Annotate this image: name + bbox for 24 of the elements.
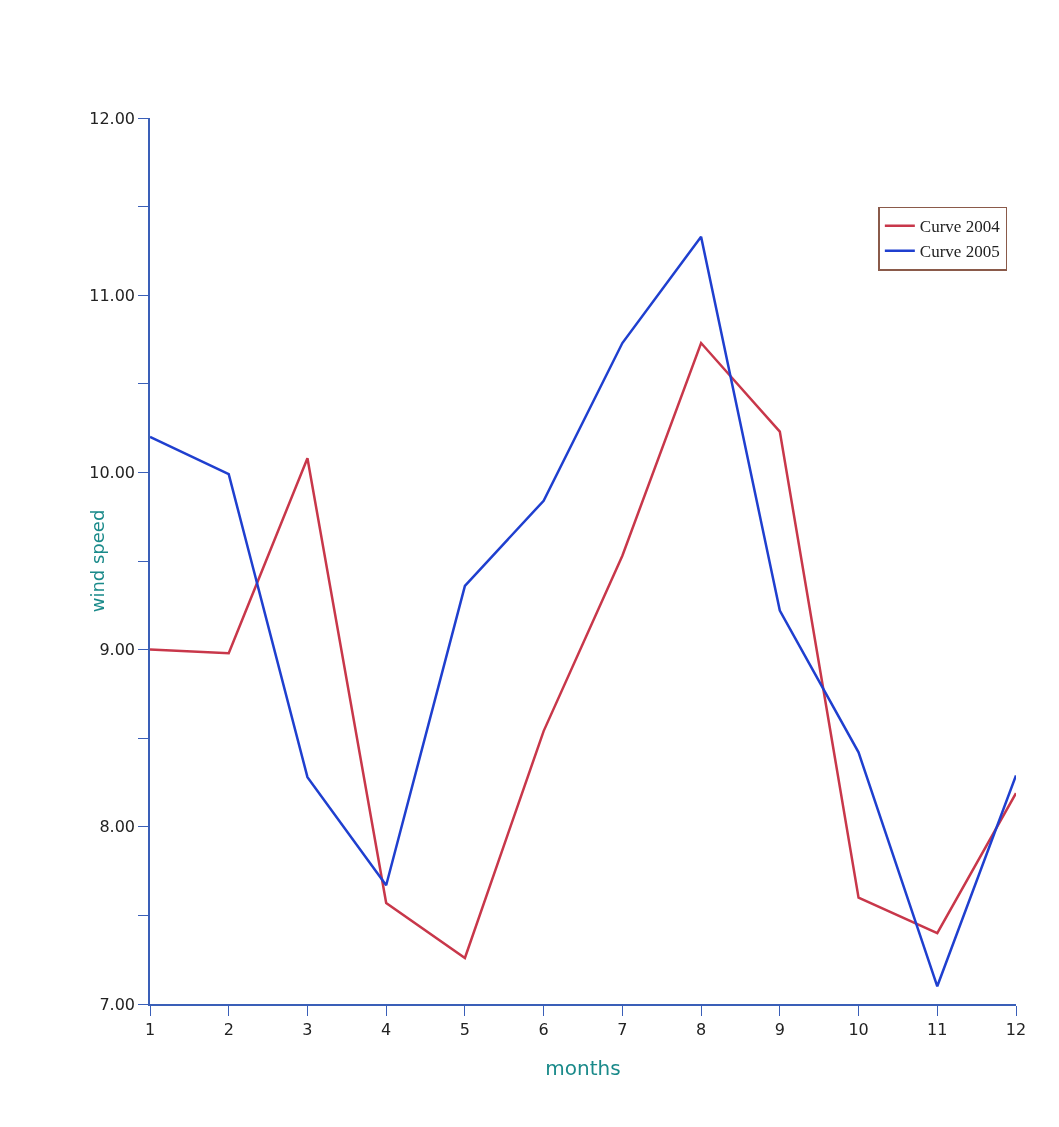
legend-label: Curve 2004 (919, 217, 1001, 237)
y-tick-label: 12.00 (89, 108, 136, 128)
x-tick-label: 7 (617, 1019, 628, 1039)
legend-label: Curve 2005 (919, 242, 1000, 262)
x-tick-label: 11 (927, 1019, 948, 1039)
y-tick-label: 10.00 (89, 463, 136, 482)
y-tick-label: 8.00 (99, 817, 136, 837)
x-tick-label: 3 (302, 1019, 313, 1039)
y-tick-label: 7.00 (99, 994, 136, 1014)
line-series (150, 235, 1016, 988)
x-tick-label: 12 (1005, 1019, 1027, 1039)
x-tick-label: 4 (381, 1019, 392, 1039)
x-tick-label: 8 (696, 1019, 707, 1039)
x-axis-title: months (545, 1055, 621, 1080)
x-tick-label: 10 (848, 1019, 869, 1039)
x-tick-label: 2 (223, 1019, 234, 1039)
x-tick-label: 9 (774, 1019, 785, 1039)
y-tick-label: 9.00 (99, 640, 136, 660)
y-axis-title: wind speed (86, 509, 108, 613)
y-tick-label: 11.00 (89, 285, 136, 305)
line-series (150, 341, 1016, 960)
x-tick-label: 1 (144, 1019, 156, 1039)
x-tick-label: 6 (538, 1019, 549, 1039)
x-tick-label: 5 (459, 1019, 470, 1039)
